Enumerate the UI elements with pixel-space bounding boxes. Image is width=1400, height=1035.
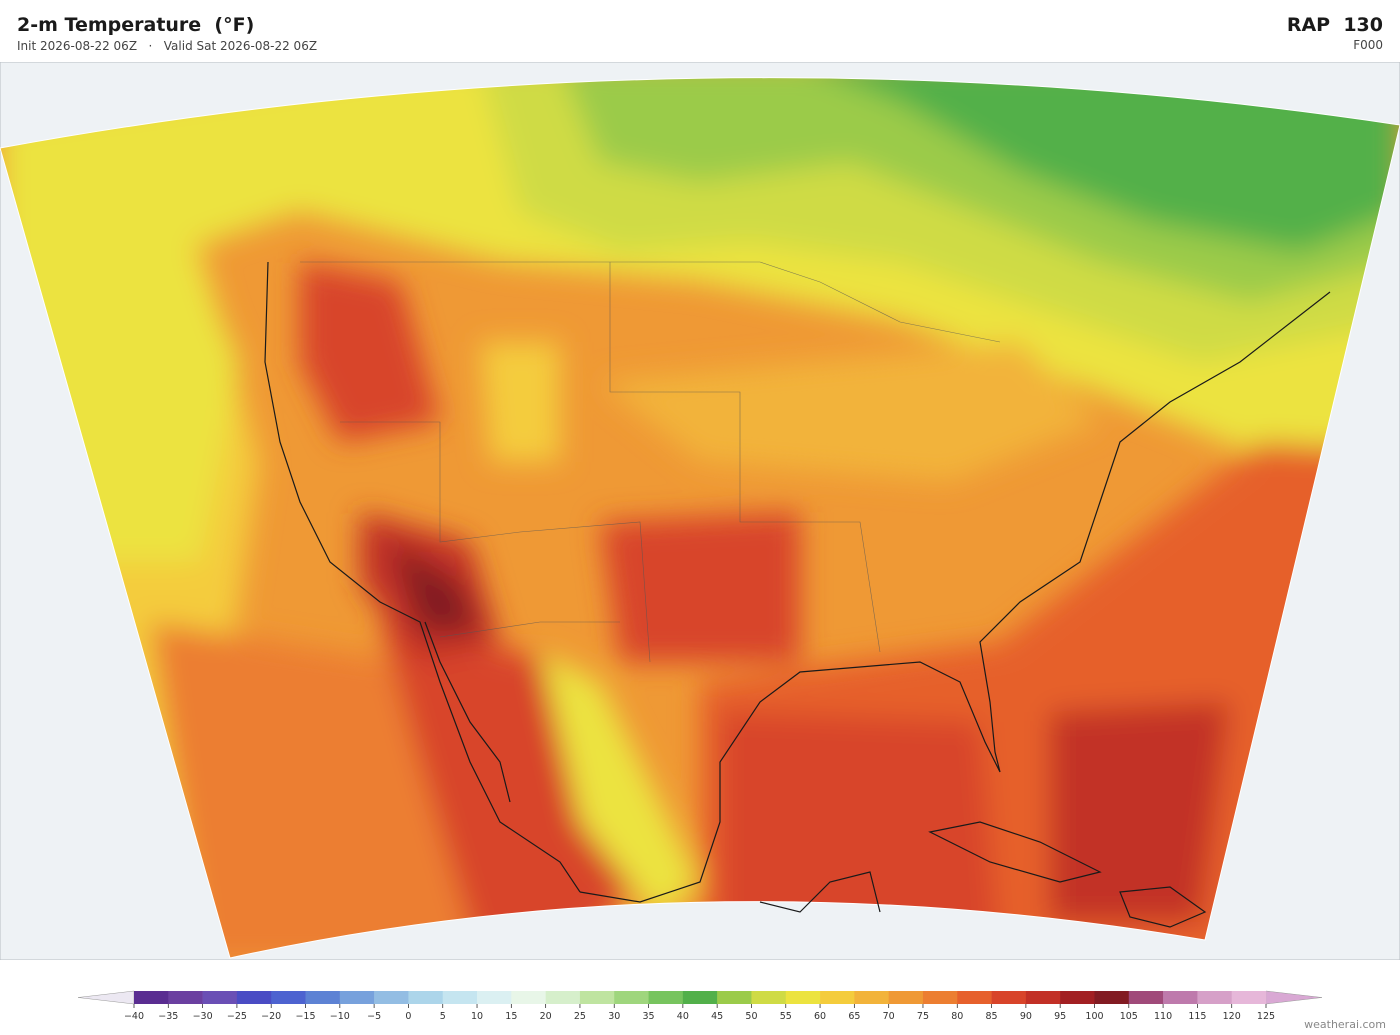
- colorbar-segment: [888, 991, 924, 1004]
- colorbar-segment: [854, 991, 889, 1004]
- colorbar-tick-label: 85: [986, 1011, 998, 1022]
- colorbar-tick-label: 20: [540, 1011, 552, 1022]
- colorbar-tick-label: 70: [883, 1011, 895, 1022]
- colorbar-tick-label: −25: [227, 1011, 247, 1022]
- title: 2-m Temperature (°F): [17, 14, 255, 36]
- colorbar-tick-label: 95: [1054, 1011, 1066, 1022]
- init-time: Init 2026-08-22 06Z: [17, 39, 138, 53]
- colorbar-tick-label: −5: [367, 1011, 381, 1022]
- colorbar-tick-label: 30: [608, 1011, 620, 1022]
- colorbar-tick-label: −15: [295, 1011, 315, 1022]
- colorbar-tick-label: 115: [1188, 1011, 1206, 1022]
- colorbar-segment: [168, 991, 203, 1004]
- colorbar-segment: [1163, 991, 1198, 1004]
- colorbar: −40 −35 −30 −25 −20 −15 −10 −5 0 5 10 15 20 25 30 35 40 4…: [77, 990, 1323, 1022]
- colorbar-segment: [1128, 991, 1164, 1004]
- colorbar-tick-label: −40: [124, 1011, 144, 1022]
- colorbar-tick-label: −20: [261, 1011, 281, 1022]
- colorbar-segment: [442, 991, 478, 1004]
- colorbar-tick-label: 120: [1223, 1011, 1241, 1022]
- colorbar-segment: [785, 991, 821, 1004]
- colorbar-segment: [957, 991, 992, 1004]
- colorbar-over: [1265, 990, 1323, 1005]
- temperature-field: [0, 77, 1400, 959]
- colorbar-segment: [511, 991, 546, 1004]
- colorbar-tick-label: 65: [848, 1011, 860, 1022]
- map: [0, 62, 1400, 960]
- colorbar-tick-label: 15: [505, 1011, 517, 1022]
- colorbar-segment: [648, 991, 684, 1004]
- colorbar-segment: [545, 991, 581, 1004]
- colorbar-tick-label: 110: [1154, 1011, 1172, 1022]
- colorbar-segment: [408, 991, 444, 1004]
- colorbar-tick-label: 35: [642, 1011, 654, 1022]
- colorbar-under: [77, 990, 135, 1005]
- colorbar-segment: [614, 991, 649, 1004]
- colorbar-tick-label: 55: [780, 1011, 792, 1022]
- colorbar-segment: [991, 991, 1027, 1004]
- colorbar-tick-label: 10: [471, 1011, 483, 1022]
- colorbar-segment: [820, 991, 855, 1004]
- colorbar-segment: [236, 991, 272, 1004]
- colorbar-segment: [1060, 991, 1095, 1004]
- colorbar-tick-label: −30: [193, 1011, 213, 1022]
- colorbar-tick-label: 75: [917, 1011, 929, 1022]
- subtitle: Init 2026-08-22 06Z · Valid Sat 2026-08-…: [17, 39, 317, 53]
- colorbar-segment: [134, 991, 169, 1004]
- header: 2-m Temperature (°F) Init 2026-08-22 06Z…: [0, 0, 1400, 62]
- colorbar-tick-label: 0: [405, 1011, 411, 1022]
- colorbar-tick-label: 100: [1085, 1011, 1103, 1022]
- valid-time: Valid Sat 2026-08-22 06Z: [163, 39, 318, 53]
- colorbar-tick-label: 45: [711, 1011, 723, 1022]
- colorbar-segment: [1025, 991, 1061, 1004]
- colorbar-segment: [922, 991, 958, 1004]
- borders: [300, 261, 1001, 663]
- model-name: RAP 130: [1286, 14, 1383, 36]
- coastlines: [264, 261, 1331, 928]
- separator: ·: [148, 39, 153, 53]
- colorbar-segment: [1197, 991, 1232, 1004]
- colorbar-tick-label: 80: [951, 1011, 963, 1022]
- colorbar-tick-label: −35: [158, 1011, 178, 1022]
- colorbar-tick-label: 90: [1020, 1011, 1032, 1022]
- colorbar-tick-label: 5: [440, 1011, 446, 1022]
- colorbar-segment: [339, 991, 375, 1004]
- colorbar-segment: [717, 991, 752, 1004]
- colorbar-tick-label: 105: [1120, 1011, 1138, 1022]
- colorbar-segment: [271, 991, 306, 1004]
- colorbar-segment: [1094, 991, 1130, 1004]
- colorbar-tick-label: 60: [814, 1011, 826, 1022]
- colorbar-segment: [579, 991, 615, 1004]
- colorbar-segment: [477, 991, 512, 1004]
- colorbar-segment: [682, 991, 718, 1004]
- colorbar-tick-label: 50: [745, 1011, 757, 1022]
- colorbar-segment: [374, 991, 409, 1004]
- colorbar-segment: [202, 991, 238, 1004]
- colorbar-segment: [1231, 991, 1267, 1004]
- forecast-hour: F000: [1353, 38, 1383, 52]
- watermark: weatherai.com: [1304, 1018, 1386, 1031]
- colorbar-tick-label: −10: [330, 1011, 350, 1022]
- colorbar-segment: [751, 991, 787, 1004]
- colorbar-tick-label: 25: [574, 1011, 586, 1022]
- colorbar-segment: [305, 991, 341, 1004]
- colorbar-tick-label: 125: [1257, 1011, 1275, 1022]
- colorbar-tick-label: 40: [677, 1011, 689, 1022]
